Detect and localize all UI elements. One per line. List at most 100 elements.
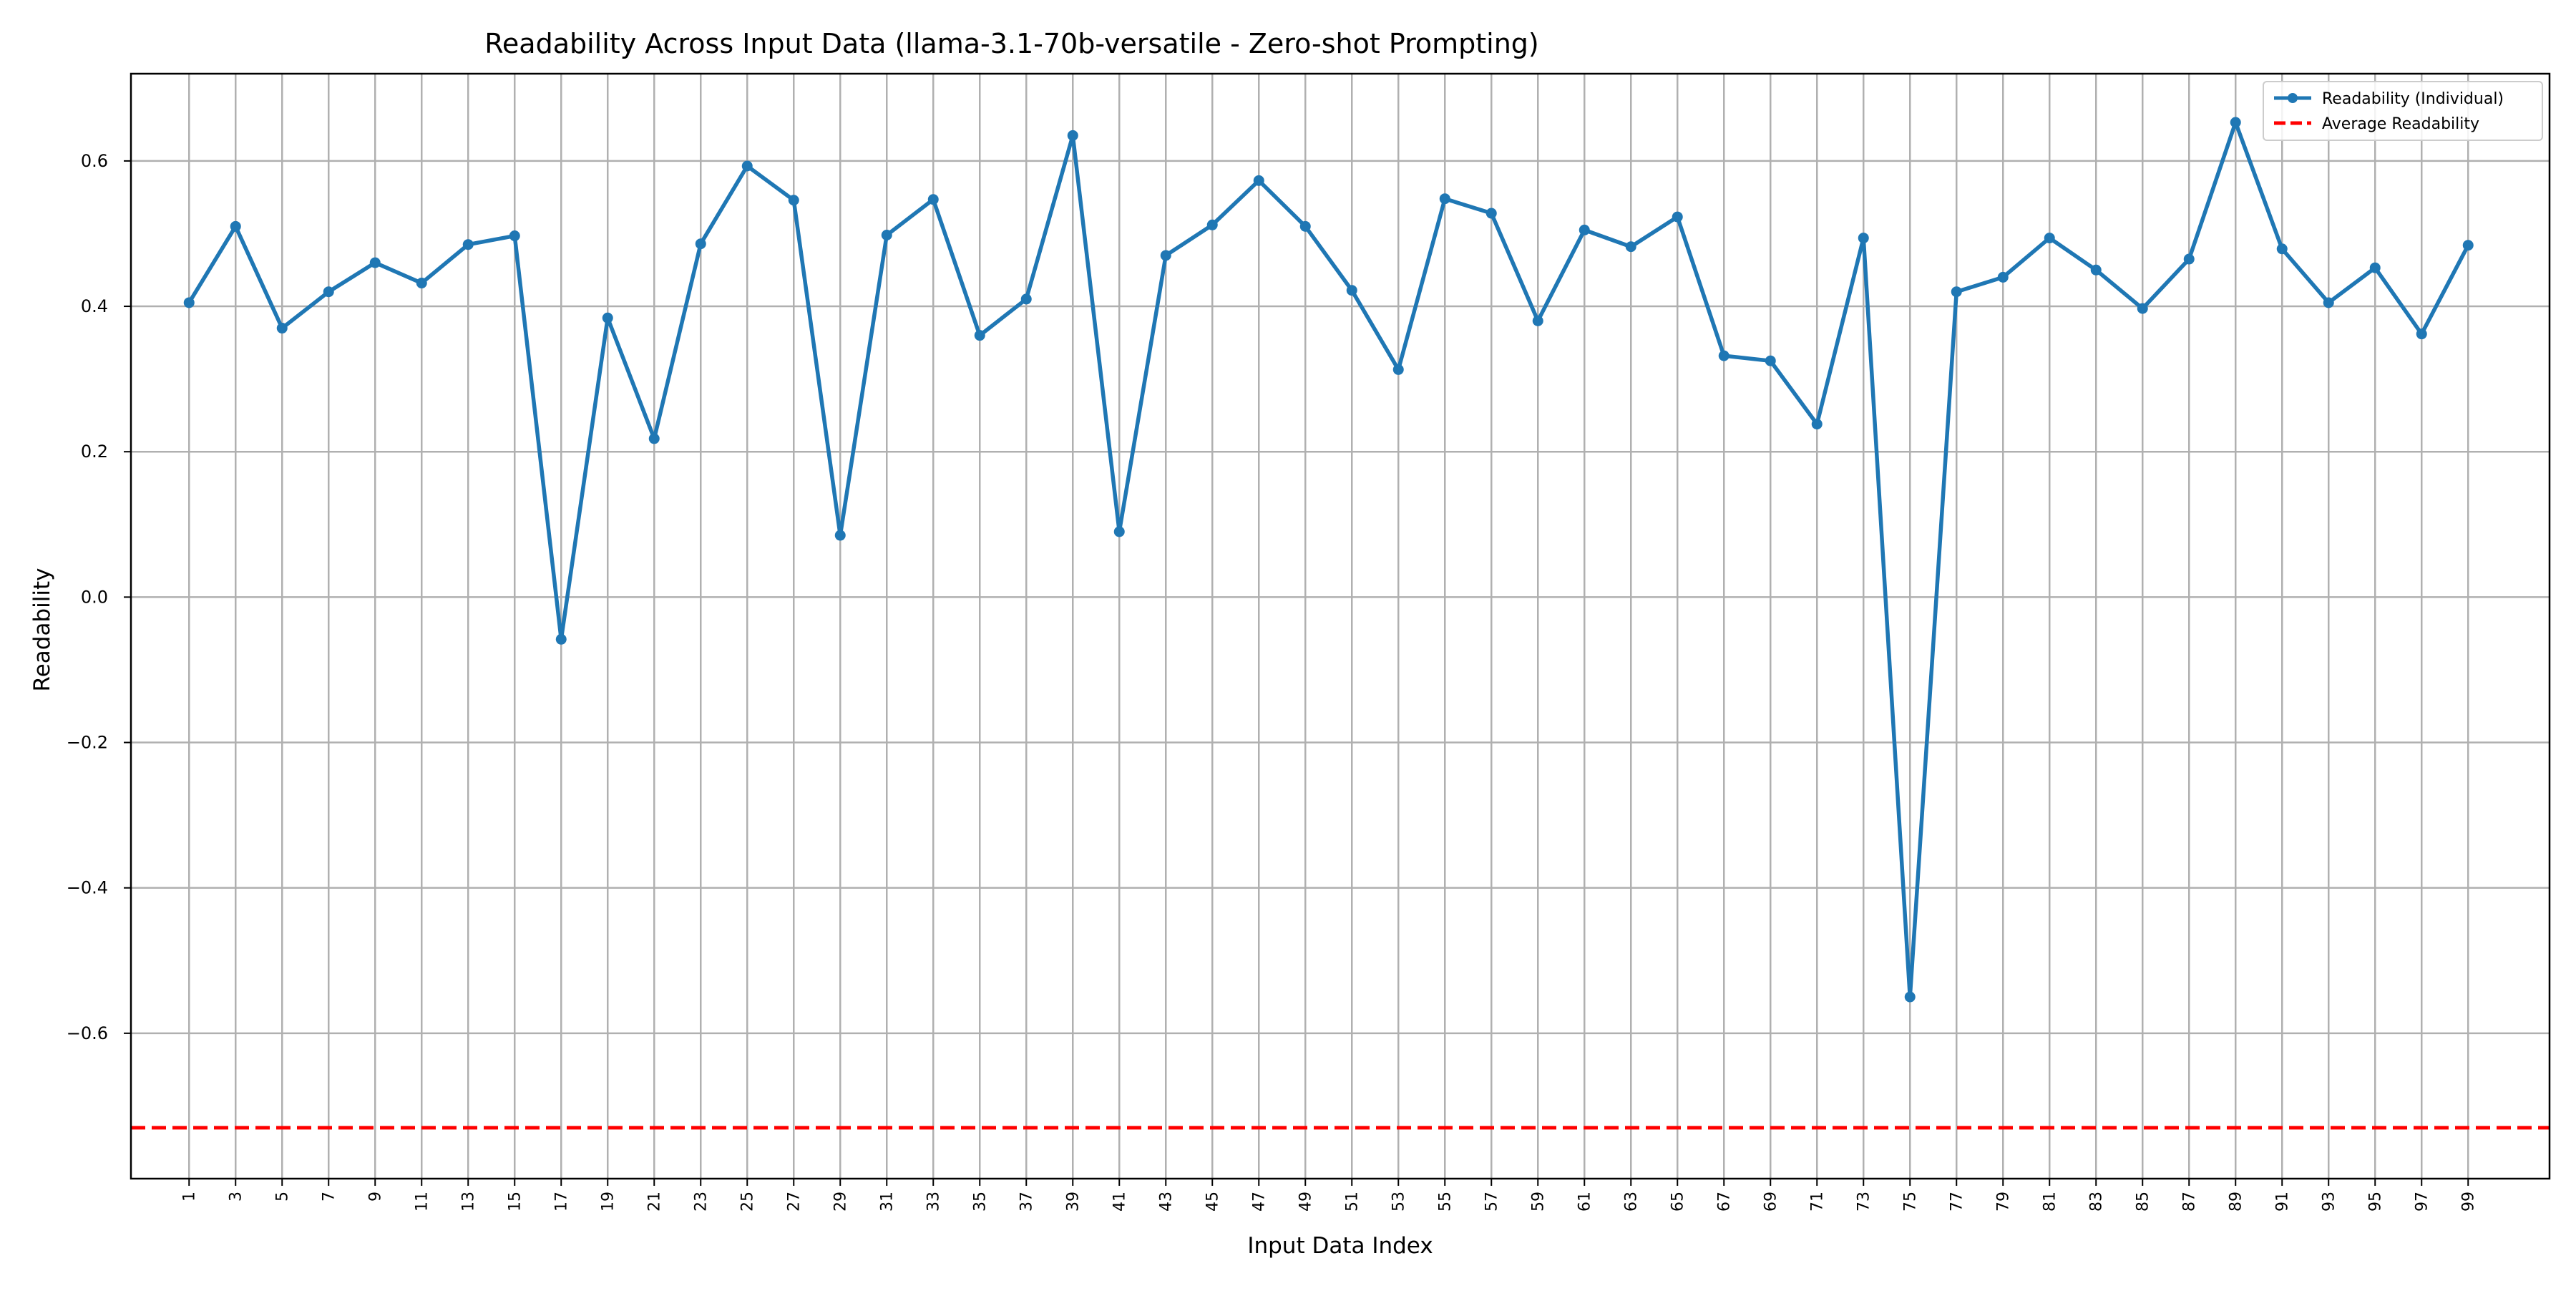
- x-tick-label: 57: [1483, 1192, 1501, 1212]
- legend-label-individual: Readability (Individual): [2322, 90, 2504, 108]
- x-tick-label: 23: [692, 1192, 710, 1212]
- x-tick-label: 27: [785, 1192, 803, 1212]
- x-tick-label: 1: [180, 1192, 198, 1202]
- data-point: [1718, 350, 1729, 361]
- data-point: [2137, 303, 2148, 314]
- x-tick-label: 81: [2041, 1192, 2059, 1212]
- data-point: [1951, 286, 1962, 298]
- y-tick-label: 0.2: [81, 442, 108, 462]
- data-point: [1299, 220, 1311, 232]
- data-point: [2323, 297, 2334, 308]
- data-point: [462, 239, 474, 250]
- x-axis-label: Input Data Index: [1247, 1233, 1433, 1259]
- x-tick-label: 75: [1901, 1192, 1919, 1212]
- x-tick-label: 51: [1343, 1192, 1361, 1212]
- chart-title: Readability Across Input Data (llama-3.1…: [484, 28, 1539, 59]
- x-tick-label: 91: [2273, 1192, 2291, 1212]
- x-tick-label: 65: [1669, 1192, 1687, 1212]
- data-point: [2183, 253, 2195, 265]
- data-point: [2416, 328, 2427, 340]
- data-point: [1113, 526, 1125, 537]
- data-point: [2230, 117, 2241, 128]
- x-tick-label: 63: [1622, 1192, 1640, 1212]
- data-point: [416, 278, 427, 289]
- data-point: [741, 160, 753, 172]
- data-point: [1160, 250, 1171, 261]
- data-point: [1904, 991, 1916, 1003]
- x-tick-label: 77: [1948, 1192, 1966, 1212]
- y-tick-label: −0.4: [67, 878, 108, 898]
- data-point: [1532, 315, 1543, 326]
- data-point: [1579, 224, 1590, 235]
- x-tick-label: 97: [2413, 1192, 2431, 1212]
- x-tick-label: 55: [1436, 1192, 1454, 1212]
- y-axis-label: Readability: [29, 568, 55, 692]
- x-tick-label: 71: [1808, 1192, 1826, 1212]
- y-tick-label: 0.0: [81, 587, 108, 607]
- x-tick-label: 7: [320, 1192, 338, 1202]
- plot-frame: [130, 72, 2551, 1180]
- y-tick-label: −0.2: [67, 733, 108, 753]
- x-tick-label: 29: [831, 1192, 849, 1212]
- data-point: [1346, 285, 1357, 296]
- y-tick-label: 0.4: [81, 296, 108, 316]
- x-tick-label: 69: [1762, 1192, 1780, 1212]
- x-tick-label: 37: [1018, 1192, 1035, 1212]
- data-point: [1811, 419, 1823, 430]
- x-tick-label: 61: [1576, 1192, 1594, 1212]
- data-point: [881, 230, 892, 241]
- x-tick-label: 47: [1250, 1192, 1268, 1212]
- x-tick-label: 35: [971, 1192, 989, 1212]
- data-point: [2044, 233, 2055, 244]
- y-tick-label: −0.6: [67, 1023, 108, 1043]
- x-tick-label: 89: [2227, 1192, 2245, 1212]
- data-point: [1997, 271, 2009, 283]
- x-tick-label: 59: [1529, 1192, 1547, 1212]
- x-tick-label: 99: [2459, 1192, 2477, 1212]
- data-point: [1672, 211, 1683, 223]
- series-group: [183, 117, 2474, 1003]
- data-point: [276, 323, 288, 334]
- data-point: [648, 433, 660, 444]
- data-point: [1625, 241, 1636, 253]
- x-tick-label: 87: [2180, 1192, 2198, 1212]
- x-tick-label: 45: [1204, 1192, 1221, 1212]
- data-point: [927, 194, 939, 205]
- legend-box: [2263, 81, 2543, 141]
- x-tick-label: 21: [645, 1192, 663, 1212]
- y-axis-ticks: −0.6 −0.4 −0.2 0.0 0.2 0.4 0.6: [67, 151, 131, 1043]
- data-point: [1020, 293, 1032, 305]
- data-point: [974, 330, 985, 341]
- data-point: [1253, 175, 1264, 186]
- data-point: [555, 633, 567, 645]
- data-point: [1439, 193, 1450, 205]
- data-point: [2090, 264, 2102, 276]
- x-tick-label: 49: [1297, 1192, 1314, 1212]
- x-tick-label: 5: [273, 1192, 291, 1202]
- x-tick-label: 13: [459, 1192, 477, 1212]
- data-point: [602, 312, 613, 323]
- x-tick-label: 95: [2366, 1192, 2384, 1212]
- data-point: [369, 257, 381, 268]
- x-tick-label: 43: [1157, 1192, 1175, 1212]
- grid-lines: [131, 74, 2550, 1179]
- x-tick-label: 73: [1855, 1192, 1873, 1212]
- x-tick-label: 53: [1390, 1192, 1407, 1212]
- x-tick-label: 83: [2087, 1192, 2105, 1212]
- legend: Readability (Individual) Average Readabi…: [2263, 81, 2543, 141]
- legend-marker-individual: [2288, 93, 2298, 103]
- x-tick-label: 79: [1994, 1192, 2012, 1212]
- data-point: [2276, 243, 2288, 255]
- data-point: [183, 297, 195, 308]
- data-point: [1485, 208, 1497, 219]
- x-axis-ticks: 1 3 5 7 9 11 13 15 17 19 21 23 25 27 29 31 33 35 37 39 41 43 4…: [180, 1179, 2477, 1212]
- data-point: [834, 530, 846, 541]
- legend-label-average: Average Readability: [2322, 115, 2479, 133]
- x-tick-label: 9: [366, 1192, 384, 1202]
- x-tick-label: 31: [878, 1192, 896, 1212]
- x-tick-label: 11: [413, 1192, 431, 1212]
- x-tick-label: 25: [738, 1192, 756, 1212]
